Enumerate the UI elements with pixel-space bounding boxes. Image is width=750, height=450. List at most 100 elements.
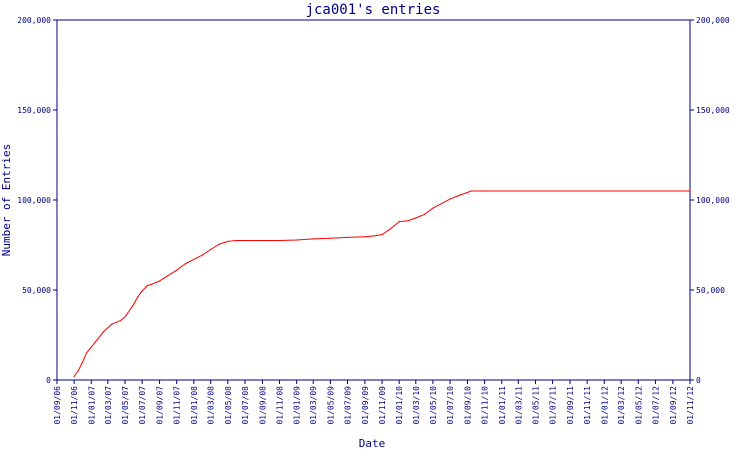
x-tick-label: 01/09/06 [53,386,62,425]
x-tick-label: 01/11/08 [276,386,285,425]
x-tick-label: 01/07/07 [138,386,147,425]
plot-frame [56,19,691,381]
x-tick-label: 01/09/08 [258,386,267,425]
data-point [235,239,238,242]
data-point [441,203,443,205]
data-point [77,370,79,372]
data-point [85,352,88,354]
data-point [103,330,105,332]
data-point [176,269,178,271]
x-tick-label: 01/01/10 [395,386,404,425]
data-point [124,316,126,318]
x-tick-label: 01/05/12 [634,386,643,425]
data-point [432,207,434,209]
data-point [458,194,460,197]
x-tick-label: 01/09/12 [669,386,678,425]
x-tick-label: 01/01/11 [498,386,507,425]
y-axis-right: 0 50,000 100,000 150,000 200,000 [690,16,730,385]
data-point [210,248,212,251]
y-axis-left: 0 50,000 100,000 150,000 200,000 [17,16,57,385]
x-tick-label: 01/09/10 [463,386,472,425]
y-tick-label-right: 200,000 [696,16,730,25]
y-tick-label-left: 100,000 [17,196,51,205]
data-point [312,238,314,240]
data-point [372,235,374,237]
data-point [261,239,263,242]
data-point [201,254,204,256]
y-tick-label-left: 50,000 [22,286,51,295]
data-point [218,243,220,245]
data-point [470,190,472,192]
data-point [278,239,281,242]
x-tick-label: 01/03/11 [514,386,523,425]
data-point [244,239,246,242]
x-tick-label: 01/01/08 [190,386,199,425]
data-point [423,213,426,215]
data-point [689,190,691,192]
data-point [415,217,417,219]
x-tick-label: 01/09/09 [361,386,370,425]
series-layer [73,190,691,377]
x-tick-label: 01/11/07 [173,386,182,425]
x-tick-label: 01/07/11 [549,386,558,425]
x-tick-label: 01/05/10 [429,386,438,425]
x-tick-label: 01/05/09 [326,386,335,425]
data-point [137,296,139,298]
y-tick-label-left: 150,000 [17,106,51,115]
data-point [296,239,298,241]
x-tick-label: 01/09/07 [156,386,165,425]
x-tick-label: 01/07/12 [651,386,660,425]
data-point [73,375,75,377]
y-tick-label-right: 50,000 [696,286,725,295]
x-tick-label: 01/07/09 [344,386,353,425]
x-tick-label: 01/01/12 [600,386,609,425]
data-point [111,323,113,325]
x-tick-label: 01/03/09 [309,386,318,425]
x-tick-label: 01/07/08 [241,386,250,425]
y-tick-label-right: 100,000 [696,196,730,205]
data-point [94,341,96,343]
data-point [346,236,349,238]
x-tick-label: 01/01/07 [87,386,96,425]
y-axis-label: Number of Entries [0,144,13,257]
x-tick-label: 01/11/09 [378,386,387,425]
data-point [389,228,392,230]
data-point [150,284,152,286]
series-line-0 [73,190,690,377]
x-tick-label: 01/05/08 [224,386,233,425]
data-point [227,240,229,242]
data-point [133,303,135,305]
data-point [398,221,400,223]
x-tick-label: 01/11/12 [686,386,695,425]
y-tick-label-right: 150,000 [696,106,730,115]
x-tick-label: 01/05/11 [531,386,540,425]
x-tick-label: 01/07/10 [446,386,455,425]
chart-title: jca001's entries [306,2,441,18]
x-tick-label: 01/01/09 [293,386,302,425]
x-tick-label: 01/11/11 [583,386,592,425]
data-point [146,284,149,287]
x-tick-label: 01/05/07 [121,386,130,425]
x-axis: 01/09/06 01/11/06 01/01/07 01/03/07 01/05/07… [53,380,695,425]
x-tick-label: 01/03/07 [104,386,113,425]
data-point [329,237,331,239]
x-tick-label: 01/11/10 [481,386,490,425]
data-point [119,320,122,322]
data-point [158,280,161,282]
data-point [82,361,84,363]
data-point [381,234,383,236]
x-tick-label: 01/11/06 [70,386,79,425]
data-point [484,190,486,192]
y-tick-label-left: 0 [46,376,51,385]
x-tick-label: 01/03/10 [412,386,421,425]
data-point [364,236,366,238]
data-point [407,220,409,222]
x-tick-label: 01/03/12 [617,386,626,425]
x-tick-label: 01/09/11 [566,386,575,425]
data-point [141,290,143,292]
data-point [449,198,451,200]
x-axis-label: Date [359,437,386,450]
data-point [167,275,169,277]
data-point [184,263,186,265]
